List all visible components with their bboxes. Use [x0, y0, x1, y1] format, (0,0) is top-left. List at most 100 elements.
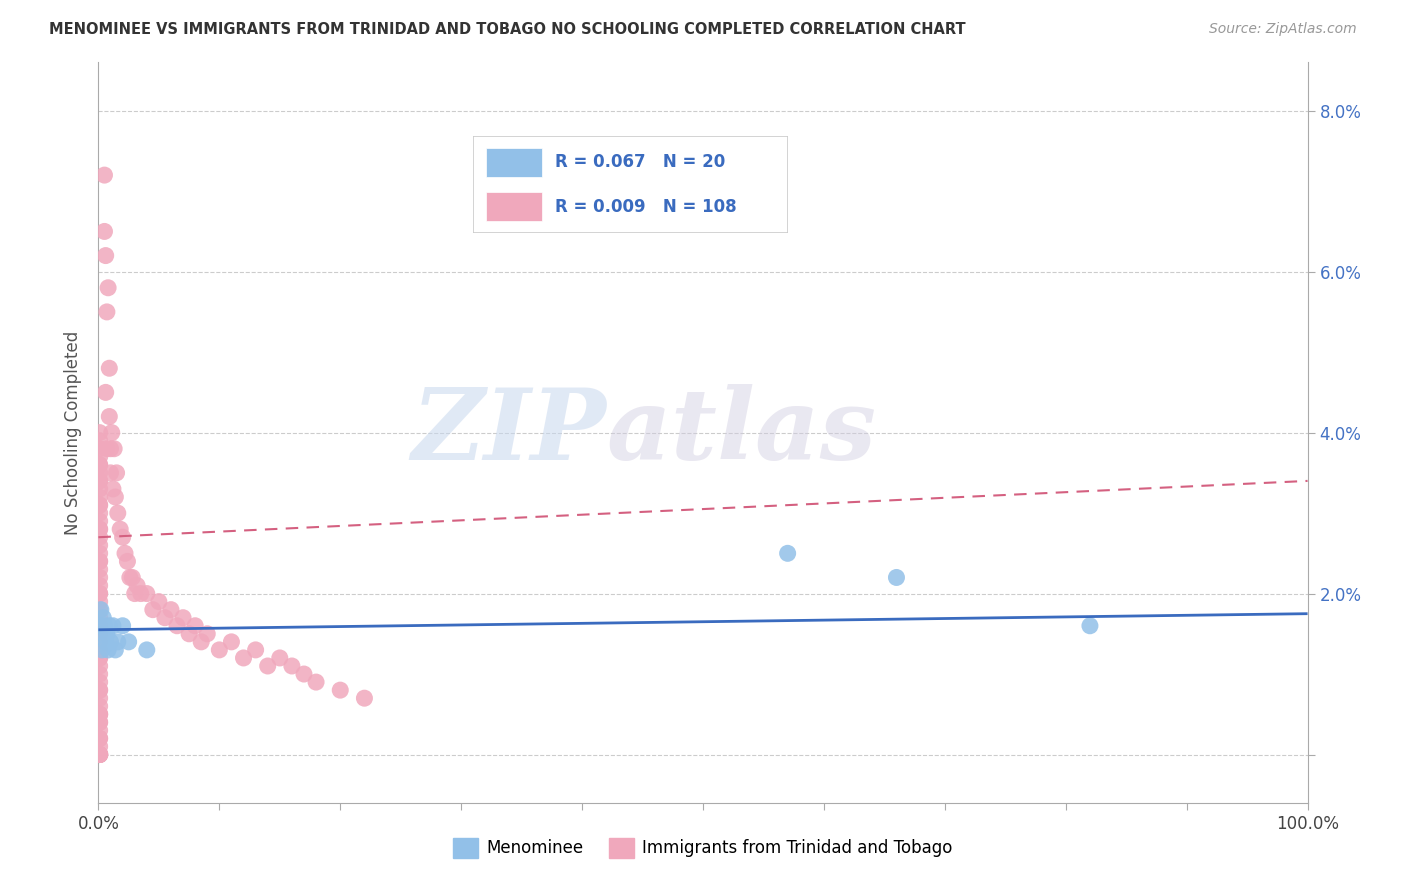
- Point: [89, 747, 111, 762]
- Point: [89, 602, 111, 616]
- Point: [89, 739, 111, 754]
- Point: [89, 498, 111, 512]
- Point: [111, 530, 134, 544]
- Point: [98, 619, 121, 633]
- Point: [89, 474, 111, 488]
- Point: [89, 530, 111, 544]
- Point: [97, 643, 120, 657]
- Point: [89, 458, 111, 472]
- Point: [292, 667, 315, 681]
- Point: [353, 691, 375, 706]
- Text: ZIP: ZIP: [412, 384, 606, 481]
- Point: [107, 635, 129, 649]
- Point: [89, 723, 111, 738]
- Point: [281, 659, 304, 673]
- Point: [91, 610, 114, 624]
- Point: [135, 643, 157, 657]
- Point: [190, 635, 212, 649]
- Point: [100, 442, 122, 456]
- Point: [89, 578, 111, 592]
- Point: [89, 707, 111, 722]
- Point: [93, 168, 115, 182]
- Point: [94, 635, 117, 649]
- Point: [269, 651, 291, 665]
- Point: [94, 249, 117, 263]
- Point: [100, 425, 122, 440]
- Point: [89, 667, 111, 681]
- Point: [221, 635, 243, 649]
- Point: [100, 635, 122, 649]
- Point: [118, 635, 141, 649]
- Point: [89, 490, 111, 504]
- Text: atlas: atlas: [606, 384, 876, 481]
- Point: [96, 442, 118, 456]
- Point: [108, 522, 131, 536]
- Point: [89, 538, 111, 552]
- Text: MENOMINEE VS IMMIGRANTS FROM TRINIDAD AND TOBAGO NO SCHOOLING COMPLETED CORRELAT: MENOMINEE VS IMMIGRANTS FROM TRINIDAD AN…: [49, 22, 966, 37]
- Point: [96, 627, 118, 641]
- Point: [89, 586, 111, 600]
- Point: [89, 643, 111, 657]
- Point: [107, 506, 129, 520]
- Point: [89, 699, 111, 714]
- Point: [89, 619, 111, 633]
- Point: [886, 570, 908, 584]
- Point: [89, 610, 111, 624]
- Point: [89, 458, 111, 472]
- Point: [172, 610, 194, 624]
- Point: [89, 627, 111, 641]
- Point: [89, 594, 111, 608]
- Point: [98, 409, 121, 424]
- Point: [245, 643, 267, 657]
- Point: [91, 643, 114, 657]
- Point: [195, 627, 218, 641]
- Point: [124, 586, 146, 600]
- Point: [329, 683, 352, 698]
- Point: [117, 554, 139, 568]
- Point: [135, 586, 157, 600]
- Point: [105, 466, 128, 480]
- Point: [89, 747, 111, 762]
- Point: [89, 619, 111, 633]
- Point: [89, 522, 111, 536]
- Point: [127, 578, 149, 592]
- Point: [89, 586, 111, 600]
- Point: [89, 747, 111, 762]
- Point: [89, 506, 111, 520]
- Point: [89, 514, 111, 528]
- Point: [111, 619, 134, 633]
- Point: [104, 490, 127, 504]
- Point: [89, 562, 111, 576]
- Point: [118, 570, 141, 584]
- Point: [153, 610, 176, 624]
- Point: [94, 385, 117, 400]
- Point: [104, 643, 127, 657]
- Point: [89, 715, 111, 730]
- Point: [232, 651, 254, 665]
- Point: [89, 707, 111, 722]
- Point: [142, 602, 165, 616]
- Point: [89, 546, 111, 560]
- Point: [89, 731, 111, 746]
- Legend: Menominee, Immigrants from Trinidad and Tobago: Menominee, Immigrants from Trinidad and …: [447, 831, 959, 865]
- Point: [89, 482, 111, 496]
- Point: [89, 675, 111, 690]
- Point: [776, 546, 799, 560]
- Point: [121, 570, 143, 584]
- Point: [98, 361, 121, 376]
- Point: [166, 619, 188, 633]
- Point: [89, 747, 111, 762]
- Point: [93, 224, 115, 238]
- Y-axis label: No Schooling Completed: No Schooling Completed: [65, 331, 83, 534]
- Point: [97, 281, 120, 295]
- Point: [89, 707, 111, 722]
- Point: [114, 546, 136, 560]
- Point: [129, 586, 152, 600]
- Point: [256, 659, 278, 673]
- Point: [91, 627, 114, 641]
- Point: [101, 482, 124, 496]
- Point: [89, 683, 111, 698]
- Point: [89, 635, 111, 649]
- Point: [89, 651, 111, 665]
- Point: [89, 450, 111, 464]
